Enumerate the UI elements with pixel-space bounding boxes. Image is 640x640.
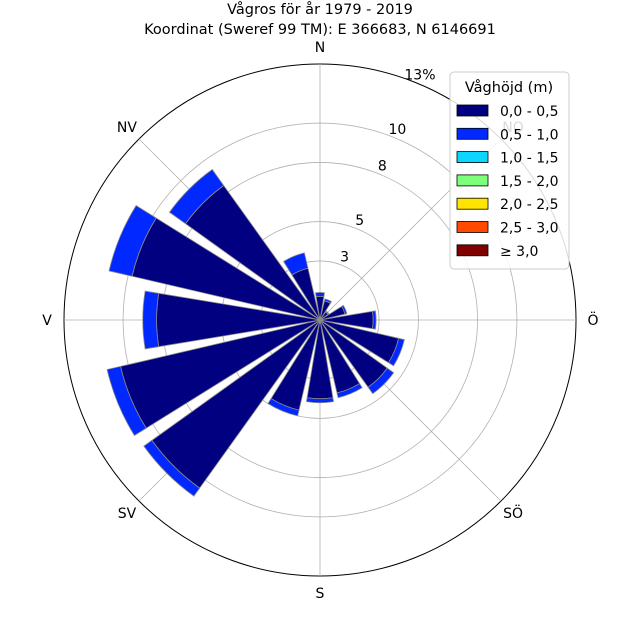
- legend-title: Våghöjd (m): [465, 79, 553, 96]
- legend: Våghöjd (m) 0,0 - 0,5 0,5 - 1,0 1,0 - 1,5 1…: [449, 71, 570, 270]
- radial-tick-label: 3: [340, 249, 349, 265]
- legend-frame: [449, 71, 570, 270]
- sector-bar: [315, 292, 325, 298]
- legend-label: 0,5 - 1,0: [500, 127, 558, 143]
- sector-bar: [283, 252, 309, 276]
- chart-subtitle: Koordinat (Sweref 99 TM): E 366683, N 61…: [144, 22, 496, 38]
- direction-label: SÖ: [503, 504, 523, 522]
- direction-label: N: [315, 40, 325, 56]
- radial-tick-label: 13%: [404, 67, 435, 83]
- legend-item: 1,0 - 1,5: [456, 151, 558, 167]
- legend-swatch: [456, 104, 489, 117]
- radial-tick-label: 10: [388, 122, 406, 138]
- sector-bar: [336, 382, 363, 399]
- direction-label: Ö: [587, 311, 598, 329]
- sector-bar: [143, 439, 201, 497]
- sector-bar: [387, 337, 405, 367]
- legend-swatch: [456, 244, 489, 257]
- direction-label: V: [42, 313, 52, 329]
- sector-bar: [371, 310, 377, 330]
- radial-tick-label: 8: [378, 158, 387, 174]
- sector-bar: [108, 204, 157, 277]
- sector-bar: [325, 310, 330, 315]
- legend-item: ≥ 3,0: [456, 244, 538, 260]
- direction-label: S: [316, 586, 325, 602]
- radial-tick-label: 5: [355, 213, 364, 229]
- radial-tick-labels: 3 5 8 10 13%: [340, 67, 435, 265]
- legend-label: 2,0 - 2,5: [500, 197, 558, 213]
- legend-label: 1,5 - 2,0: [500, 174, 558, 190]
- legend-item: 0,0 - 0,5: [456, 104, 558, 120]
- legend-swatch: [456, 127, 489, 140]
- legend-item: 0,5 - 1,0: [456, 127, 558, 143]
- legend-label: 1,0 - 1,5: [500, 151, 558, 167]
- direction-label: NV: [117, 120, 137, 136]
- sector-bar: [106, 365, 147, 437]
- legend-swatch: [456, 174, 489, 187]
- legend-item: 1,5 - 2,0: [456, 174, 558, 190]
- sector-bar: [367, 367, 395, 395]
- legend-label: 2,5 - 3,0: [500, 221, 558, 237]
- wave-sectors: [106, 168, 405, 497]
- sector-bar: [267, 398, 300, 417]
- chart-title: Vågros för år 1979 - 2019: [227, 1, 413, 18]
- legend-swatch: [456, 151, 489, 164]
- legend-item: 2,0 - 2,5: [456, 197, 558, 213]
- sector-bar: [341, 304, 348, 315]
- sector-bar: [168, 168, 225, 225]
- sector-bar: [142, 290, 160, 350]
- direction-label: SV: [118, 506, 137, 522]
- sector-bar: [306, 397, 334, 404]
- legend-swatch: [456, 197, 489, 210]
- legend-swatch: [456, 221, 489, 233]
- legend-label: 0,0 - 0,5: [500, 104, 558, 120]
- legend-label: ≥ 3,0: [500, 244, 538, 260]
- legend-item: 2,5 - 3,0: [456, 221, 558, 237]
- sector-bar: [323, 298, 332, 304]
